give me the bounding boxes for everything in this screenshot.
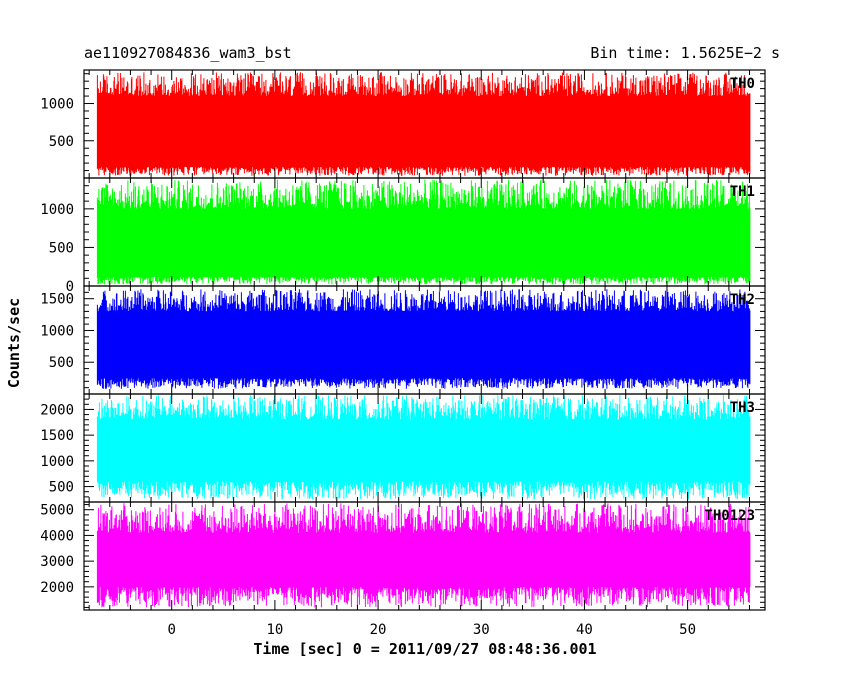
y-tick-label-th0123: 4000 — [40, 528, 74, 544]
panel-label-th0: TH0 — [730, 76, 755, 92]
series-th1-line — [96, 179, 751, 285]
y-tick-label-th2: 500 — [49, 355, 74, 371]
y-tick-label-th1: 500 — [49, 240, 74, 256]
x-tick-label: 50 — [679, 622, 696, 638]
x-tick-label: 20 — [370, 622, 387, 638]
x-tick-label: 40 — [576, 622, 593, 638]
x-tick-label: 10 — [266, 622, 283, 638]
panel-label-th1: TH1 — [730, 184, 755, 200]
y-tick-label-th0: 1000 — [40, 97, 74, 113]
bin-time-label: Bin time: 1.5625E−2 s — [590, 44, 780, 62]
chart-title: ae110927084836_wam3_bst — [84, 44, 292, 62]
y-tick-label-th0123: 5000 — [40, 503, 74, 519]
panel-label-th3: TH3 — [730, 400, 755, 416]
y-tick-label-th3: 500 — [49, 480, 74, 496]
y-tick-label-th3: 2000 — [40, 402, 74, 418]
x-tick-label: 30 — [473, 622, 490, 638]
y-tick-label-th0: 500 — [49, 134, 74, 150]
y-tick-label-th0123: 2000 — [40, 580, 74, 596]
series-th2-line — [96, 289, 751, 389]
series-th0-line — [96, 72, 751, 176]
y-tick-label-th1: 0 — [66, 279, 74, 295]
y-tick-label-th2: 1000 — [40, 323, 74, 339]
x-tick-label: 0 — [167, 622, 175, 638]
y-tick-label-th3: 1500 — [40, 428, 74, 444]
panel-label-th0123: TH0123 — [704, 508, 755, 524]
y-tick-label-th2: 1500 — [40, 292, 74, 308]
y-axis-label: Counts/sec — [5, 297, 23, 389]
y-tick-label-th3: 1000 — [40, 454, 74, 470]
y-tick-label-th1: 1000 — [40, 202, 74, 218]
series-th0123-line — [96, 503, 751, 608]
x-axis-label: Time [sec] 0 = 2011/09/27 08:48:36.001 — [253, 640, 597, 658]
y-tick-label-th0123: 3000 — [40, 554, 74, 570]
series-th3-line — [96, 395, 751, 500]
panel-label-th2: TH2 — [730, 292, 755, 308]
